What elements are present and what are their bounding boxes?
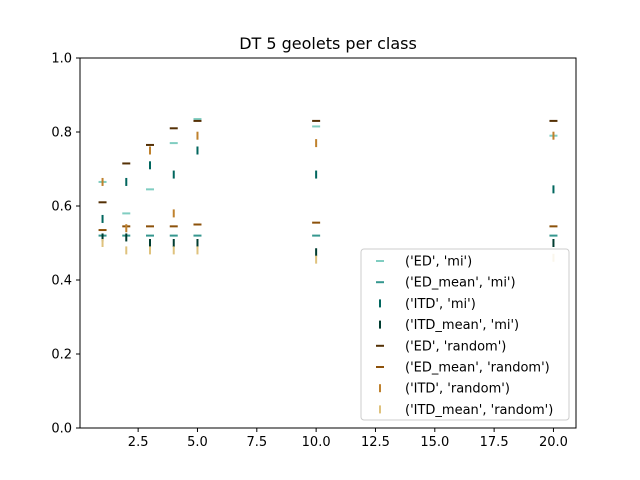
x-tick-label: 15.0 xyxy=(420,435,449,450)
y-tick-label: 0.6 xyxy=(51,200,72,215)
legend-label: ('ITD_mean', 'mi') xyxy=(405,318,519,333)
legend-box xyxy=(360,248,570,421)
x-tick-label: 10.0 xyxy=(302,435,331,450)
x-tick-label: 12.5 xyxy=(361,435,390,450)
y-tick-label: 0.2 xyxy=(51,348,72,363)
data-marks xyxy=(98,118,558,264)
legend-item: ('ED_mean', 'random') xyxy=(376,361,550,376)
x-tick-label: 17.5 xyxy=(480,435,509,450)
legend-label: ('ITD_mean', 'random') xyxy=(405,403,553,418)
x-tick-label: 5.0 xyxy=(187,435,208,450)
series-4 xyxy=(98,119,558,204)
x-tick-label: 20.0 xyxy=(539,435,568,450)
y-tick-label: 0.0 xyxy=(51,422,72,437)
chart-title: DT 5 geolets per class xyxy=(239,34,417,53)
legend-label: ('ITD', 'random') xyxy=(405,382,510,397)
legend-item: ('ED', 'mi') xyxy=(376,255,472,270)
y-tick-label: 0.4 xyxy=(51,274,72,289)
y-tick-label: 0.8 xyxy=(51,126,72,141)
y-axis: 0.0 0.2 0.4 0.6 0.8 1.0 xyxy=(51,52,80,437)
legend-item: ('ITD', 'mi') xyxy=(379,297,476,312)
legend-item: ('ITD_mean', 'random') xyxy=(379,403,553,418)
legend-label: ('ED', 'mi') xyxy=(405,255,472,270)
x-tick-label: 7.5 xyxy=(246,435,267,450)
legend-item: ('ITD', 'random') xyxy=(379,382,510,397)
plot-area xyxy=(79,57,577,429)
series-2 xyxy=(101,146,555,223)
legend-item: ('ITD_mean', 'mi') xyxy=(379,318,519,333)
legend-label: ('ED', 'random') xyxy=(405,339,506,354)
legend-item: ('ED_mean', 'mi') xyxy=(376,276,516,291)
series-6 xyxy=(101,131,555,233)
legend-label: ('ITD', 'mi') xyxy=(405,297,476,312)
y-tick-label: 1.0 xyxy=(51,52,72,67)
legend-label: ('ED_mean', 'random') xyxy=(405,361,550,376)
x-tick-label: 2.5 xyxy=(128,435,149,450)
legend-item: ('ED', 'random') xyxy=(376,339,506,354)
series-0 xyxy=(98,118,558,215)
series-5 xyxy=(98,221,558,232)
legend: ('ED', 'mi') ('ED_mean', 'mi') ('ITD', 'mi… xyxy=(360,248,570,421)
x-axis: 2.5 5.0 7.5 10.0 12.5 15.0 17.5 20.0 xyxy=(128,428,568,450)
legend-label: ('ED_mean', 'mi') xyxy=(405,276,516,291)
